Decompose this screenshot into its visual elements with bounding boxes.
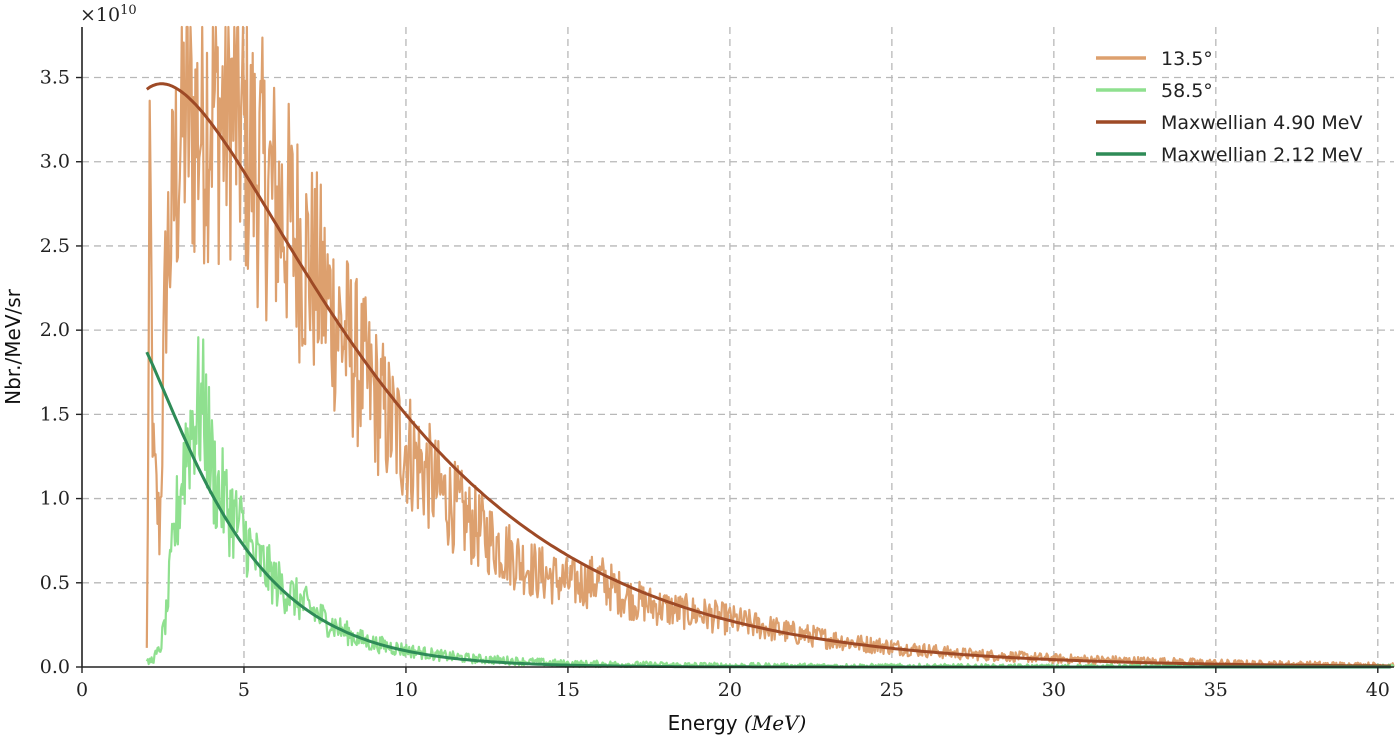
y-tick-label: 1.5 [40, 403, 70, 425]
legend: 13.5° 58.5° Maxwellian 4.90 MeV Maxwellian … [1096, 48, 1363, 166]
x-tick-label: 25 [880, 679, 904, 701]
legend-label: 13.5° [1161, 48, 1213, 70]
x-tick-label: 0 [76, 679, 88, 701]
y-tick-label: 0.5 [40, 572, 70, 594]
legend-label: 58.5° [1161, 80, 1213, 102]
y-ticks: 0.0 0.5 1.0 1.5 2.0 2.5 3.0 3.5 [40, 67, 82, 678]
x-ticks: 0 5 10 15 20 25 30 35 40 [76, 667, 1390, 701]
legend-label: Maxwellian 4.90 MeV [1161, 112, 1363, 134]
x-tick-label: 15 [556, 679, 580, 701]
y-tick-label: 3.5 [40, 67, 70, 89]
y-tick-label: 2.0 [40, 319, 70, 341]
y-tick-label: 1.0 [40, 488, 70, 510]
legend-label: Maxwellian 2.12 MeV [1161, 144, 1363, 166]
y-tick-label: 2.5 [40, 235, 70, 257]
x-tick-label: 40 [1366, 679, 1390, 701]
y-axis-label: Nbr./MeV/sr [1, 288, 25, 405]
x-tick-label: 5 [238, 679, 250, 701]
y-tick-label: 3.0 [40, 151, 70, 173]
y-tick-label: 0.0 [40, 656, 70, 678]
x-axis-label: Energy (MeV) [668, 711, 807, 735]
x-tick-label: 30 [1042, 679, 1066, 701]
x-tick-label: 10 [394, 679, 418, 701]
x-tick-label: 20 [718, 679, 742, 701]
axes [81, 27, 1394, 668]
y-axis-multiplier: ×1010 [80, 3, 137, 26]
fit-line [145, 82, 1391, 668]
x-tick-label: 35 [1204, 679, 1228, 701]
